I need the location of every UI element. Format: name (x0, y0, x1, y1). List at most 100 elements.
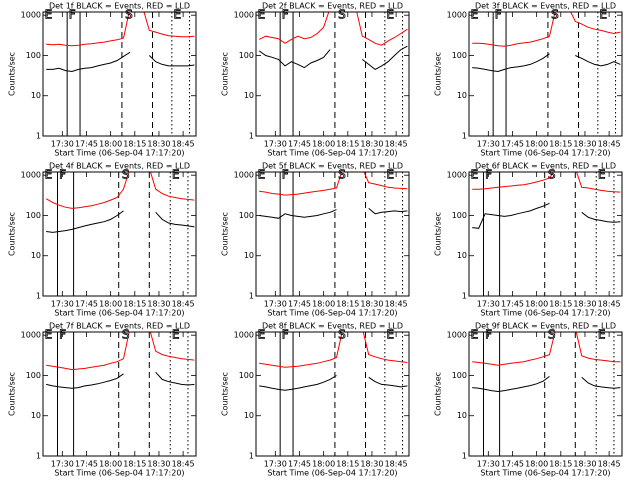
series-line (46, 210, 195, 233)
x-tick-label: 18:15 (123, 140, 146, 149)
y-tick-label: 1000 (21, 171, 41, 180)
annotation: S (548, 328, 556, 342)
y-tick-label: 10 (31, 91, 41, 100)
chart-title: Det 4f BLACK = Events, RED = LLD (49, 162, 190, 171)
chart-title: Det 3f BLACK = Events, RED = LLD (475, 2, 616, 11)
x-tick-label: 18:30 (147, 300, 170, 309)
y-tick-label: 1000 (21, 11, 41, 20)
series-line (46, 12, 195, 47)
annotation: F (282, 8, 289, 22)
x-tick-label: 18:00 (99, 460, 122, 469)
x-tick-label: 18:15 (549, 140, 572, 149)
y-axis-label: Counts/sec (434, 52, 443, 96)
annotation: E (471, 8, 479, 22)
plot-frame (468, 171, 623, 297)
y-tick-label: 1 (36, 452, 41, 461)
y-tick-label: 1 (462, 452, 467, 461)
annotation: S (338, 328, 346, 342)
panel: Det 1f BLACK = Events, RED = LLD Counts/s… (8, 2, 197, 158)
annotation: S (338, 8, 346, 22)
x-tick-label: 17:30 (477, 460, 500, 469)
annotation: E (258, 328, 266, 342)
x-tick-label: 17:30 (51, 140, 74, 149)
y-tick-label: 100 (452, 51, 467, 60)
x-tick-label: 17:45 (288, 460, 311, 469)
chart-title: Det 2f BLACK = Events, RED = LLD (262, 2, 403, 11)
panel: Det 8f BLACK = Events, RED = LLD Counts/s… (221, 322, 410, 478)
y-tick-label: 100 (239, 51, 254, 60)
x-tick-label: 18:45 (385, 300, 408, 309)
x-tick-label: 17:45 (288, 140, 311, 149)
series-line (472, 53, 621, 73)
y-tick-label: 10 (457, 91, 467, 100)
x-tick-label: 17:30 (264, 460, 287, 469)
x-tick-label: 17:45 (501, 300, 524, 309)
x-tick-label: 18:45 (172, 460, 195, 469)
x-tick-label: 18:00 (312, 140, 335, 149)
x-axis-label: Start Time (06-Sep-04 17:17:20) (267, 469, 397, 478)
annotation: E (471, 328, 479, 342)
annotation: E (258, 168, 266, 182)
x-tick-label: 17:30 (477, 140, 500, 149)
y-tick-label: 10 (457, 251, 467, 260)
y-tick-label: 1 (462, 292, 467, 301)
y-tick-label: 100 (452, 211, 467, 220)
y-tick-label: 10 (31, 411, 41, 420)
x-tick-label: 18:45 (598, 140, 621, 149)
series-line (472, 12, 621, 47)
x-tick-label: 17:30 (264, 140, 287, 149)
x-tick-label: 18:00 (525, 300, 548, 309)
annotation: F (495, 8, 502, 22)
x-tick-label: 18:45 (172, 300, 195, 309)
series-line (472, 332, 621, 366)
annotation: E (598, 328, 606, 342)
panel: Det 7f BLACK = Events, RED = LLD Counts/s… (8, 322, 197, 478)
annotation: F (69, 8, 76, 22)
annotation: F (485, 328, 492, 342)
x-tick-label: 18:45 (598, 300, 621, 309)
x-axis-label: Start Time (06-Sep-04 17:17:20) (54, 309, 184, 318)
x-tick-label: 17:45 (501, 460, 524, 469)
x-tick-label: 17:45 (501, 140, 524, 149)
series-line (258, 45, 408, 70)
chart-title: Det 5f BLACK = Events, RED = LLD (262, 162, 403, 171)
y-tick-label: 100 (239, 211, 254, 220)
plot-frame (42, 171, 197, 297)
x-tick-label: 18:15 (549, 300, 572, 309)
chart-title: Det 1f BLACK = Events, RED = LLD (49, 2, 190, 11)
annotation: S (551, 8, 559, 22)
x-tick-label: 18:00 (525, 460, 548, 469)
y-tick-label: 100 (239, 371, 254, 380)
y-tick-label: 1 (249, 452, 254, 461)
y-tick-label: 1000 (234, 171, 254, 180)
annotation: F (282, 168, 289, 182)
annotation: E (599, 8, 607, 22)
y-tick-label: 1000 (447, 11, 467, 20)
y-tick-label: 10 (457, 411, 467, 420)
annotation: E (45, 168, 53, 182)
x-tick-label: 18:30 (147, 140, 170, 149)
series-line (46, 371, 195, 389)
x-tick-label: 18:30 (573, 140, 596, 149)
x-axis-label: Start Time (06-Sep-04 17:17:20) (54, 149, 184, 158)
series-line (259, 332, 408, 368)
x-tick-label: 18:00 (312, 300, 335, 309)
series-line (259, 375, 408, 391)
chart-title: Det 8f BLACK = Events, RED = LLD (262, 322, 403, 331)
y-tick-label: 1 (249, 292, 254, 301)
annotation: S (548, 168, 556, 182)
x-axis-label: Start Time (06-Sep-04 17:17:20) (480, 469, 610, 478)
x-tick-label: 18:00 (99, 140, 122, 149)
annotation: F (485, 168, 492, 182)
series-line (472, 172, 621, 193)
y-tick-label: 100 (26, 51, 41, 60)
series-line (472, 202, 621, 229)
annotation: S (122, 328, 130, 342)
annotation: F (59, 328, 66, 342)
x-tick-label: 17:30 (51, 460, 74, 469)
plot-frame (255, 171, 410, 297)
x-tick-label: 18:45 (385, 460, 408, 469)
x-tick-label: 18:30 (360, 140, 383, 149)
